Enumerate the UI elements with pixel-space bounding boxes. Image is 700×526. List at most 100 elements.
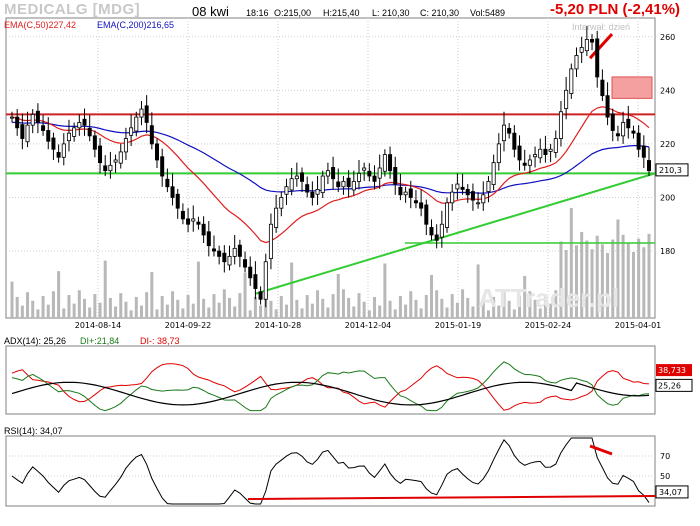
volume-bar-97 bbox=[512, 309, 516, 318]
candle-body-81 bbox=[429, 227, 434, 236]
interval-caption: Interwał: dzień bbox=[572, 22, 631, 32]
peak-annotation bbox=[588, 33, 614, 60]
candle-body-65 bbox=[346, 177, 351, 188]
candle-body-54 bbox=[289, 178, 294, 191]
candle-body-123 bbox=[647, 160, 652, 172]
volume-bar-3 bbox=[26, 292, 30, 318]
candle-body-38 bbox=[206, 231, 211, 247]
candle-body-71 bbox=[377, 167, 382, 179]
volume-bar-107 bbox=[564, 250, 568, 318]
volume-bar-78 bbox=[414, 299, 418, 318]
candle-body-68 bbox=[362, 167, 367, 171]
candle-body-4 bbox=[30, 114, 35, 126]
candle-body-95 bbox=[501, 124, 506, 142]
volume-bar-40 bbox=[217, 302, 221, 318]
volume-bar-42 bbox=[228, 297, 232, 318]
volume-bar-108 bbox=[569, 208, 573, 318]
volume-bar-113 bbox=[595, 235, 599, 318]
volume-bar-26 bbox=[145, 292, 149, 318]
rsi-y-tick-0: 70 bbox=[660, 452, 670, 461]
volume-bar-85 bbox=[450, 294, 454, 318]
volume-bar-111 bbox=[585, 240, 589, 318]
volume-bar-35 bbox=[191, 303, 195, 318]
volume-bar-21 bbox=[119, 293, 123, 318]
volume-bar-14 bbox=[83, 298, 87, 318]
di-plus-label: DI+:21,84 bbox=[80, 336, 120, 346]
candle-body-64 bbox=[341, 180, 346, 188]
candle-body-1 bbox=[15, 116, 20, 129]
ema50-label: EMA(C,50)227,42 bbox=[4, 20, 77, 30]
volume-bar-5 bbox=[36, 309, 40, 318]
candle-body-8 bbox=[51, 137, 56, 150]
candle-body-114 bbox=[600, 79, 605, 97]
candle-body-56 bbox=[300, 172, 305, 182]
volume-bar-8 bbox=[51, 291, 55, 318]
volume-bar-73 bbox=[388, 300, 392, 318]
adx-line bbox=[11, 381, 650, 406]
volume-bar-115 bbox=[606, 252, 610, 318]
candle-body-6 bbox=[41, 125, 46, 131]
candle-body-13 bbox=[77, 122, 82, 129]
volume-bar-86 bbox=[455, 302, 459, 318]
candle-body-35 bbox=[191, 218, 196, 222]
candle-body-44 bbox=[237, 244, 242, 257]
price-y-tick-0: 260 bbox=[660, 33, 675, 42]
candle-body-59 bbox=[315, 189, 320, 195]
volume-bar-17 bbox=[98, 302, 102, 318]
volume-bar-99 bbox=[523, 275, 527, 318]
last-price-badge bbox=[655, 163, 689, 177]
volume-bar-16 bbox=[93, 294, 97, 318]
trendline bbox=[254, 172, 656, 295]
volume-bar-120 bbox=[631, 252, 635, 318]
x-tick-0: 2014-08-14 bbox=[75, 321, 122, 330]
candle-body-117 bbox=[615, 133, 620, 137]
candle-body-80 bbox=[424, 204, 429, 225]
candle-body-20 bbox=[113, 159, 118, 163]
candle-body-116 bbox=[610, 113, 615, 131]
volume-bar-63 bbox=[336, 274, 340, 318]
candle-body-101 bbox=[533, 154, 538, 158]
candle-body-88 bbox=[465, 189, 470, 196]
volume-bar-89 bbox=[471, 306, 475, 318]
quote-close: C: 210,30 bbox=[420, 8, 460, 18]
x-tick-6: 2015-04-01 bbox=[615, 321, 662, 330]
candle-body-49 bbox=[263, 261, 268, 300]
volume-bar-87 bbox=[461, 289, 465, 318]
candle-body-69 bbox=[367, 170, 372, 177]
candle-body-104 bbox=[548, 148, 553, 152]
x-tick-2: 2014-10-28 bbox=[255, 321, 302, 330]
candle-body-10 bbox=[61, 143, 66, 158]
volume-bar-69 bbox=[367, 310, 371, 318]
candle-body-22 bbox=[123, 138, 128, 153]
volume-bar-98 bbox=[518, 296, 522, 318]
candle-body-86 bbox=[455, 183, 460, 190]
volume-bar-80 bbox=[424, 295, 428, 318]
candle-body-23 bbox=[129, 127, 134, 136]
x-tick-1: 2014-09-22 bbox=[165, 321, 212, 330]
volume-bar-72 bbox=[383, 263, 387, 318]
volume-bar-50 bbox=[269, 300, 273, 318]
volume-bar-29 bbox=[160, 296, 164, 318]
volume-bar-112 bbox=[590, 249, 594, 318]
volume-bar-109 bbox=[574, 245, 578, 318]
volume-bar-4 bbox=[31, 300, 35, 318]
candle-body-85 bbox=[450, 191, 455, 204]
interval-label: 08 kwi bbox=[192, 4, 229, 19]
volume-bar-114 bbox=[600, 244, 604, 318]
rsi-title: RSI(14): 34,07 bbox=[4, 426, 63, 436]
rsi-badge bbox=[655, 485, 689, 499]
volume-bar-51 bbox=[274, 309, 278, 318]
volume-bar-116 bbox=[611, 239, 615, 318]
candle-body-70 bbox=[372, 175, 377, 182]
adx-panel-frame bbox=[5, 345, 656, 415]
candle-body-99 bbox=[522, 162, 527, 166]
candle-body-24 bbox=[134, 116, 139, 132]
candle-body-97 bbox=[512, 132, 517, 150]
price-y-tick-3: 200 bbox=[660, 193, 675, 202]
candle-body-31 bbox=[170, 186, 175, 198]
candle-body-58 bbox=[310, 191, 315, 198]
candle-body-72 bbox=[382, 154, 387, 172]
volume-bar-67 bbox=[357, 293, 361, 318]
candle-body-66 bbox=[351, 180, 356, 191]
volume-bar-76 bbox=[404, 304, 408, 318]
